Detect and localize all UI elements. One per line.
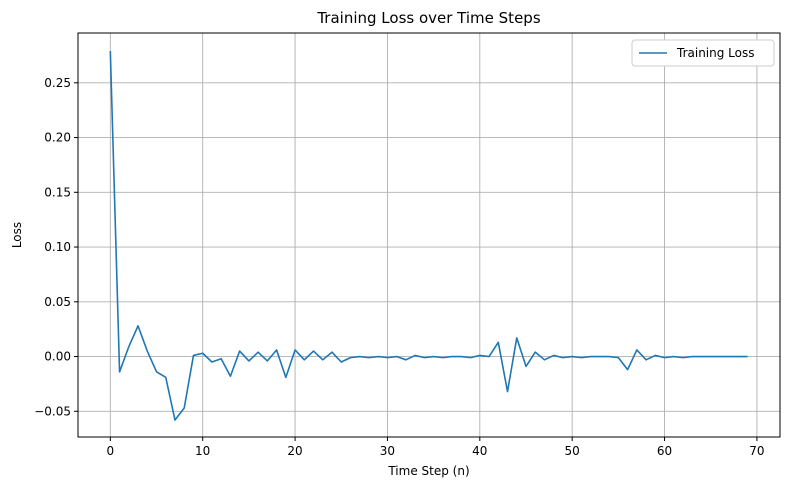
- grid-lines: [78, 33, 780, 437]
- x-tick-label: 70: [749, 444, 764, 458]
- y-tick-label: 0.20: [44, 131, 71, 145]
- x-tick-label: 40: [472, 444, 487, 458]
- y-tick-label: 0.10: [44, 240, 71, 254]
- x-tick-label: 50: [565, 444, 580, 458]
- legend: Training Loss: [631, 39, 775, 67]
- axis-ticks: 0 10 20 30 40 50 60 70 −0.05 0.00 0.05 0.10 0.15 0.20…: [34, 76, 764, 458]
- x-tick-label: 20: [287, 444, 302, 458]
- x-tick-label: 60: [657, 444, 672, 458]
- x-tick-label: 0: [107, 444, 115, 458]
- series-line-training-loss: [109, 51, 748, 421]
- y-tick-label: 0.25: [44, 76, 71, 90]
- legend-box: [631, 39, 775, 67]
- y-axis-label: Loss: [10, 222, 24, 248]
- series-layer: [109, 51, 748, 421]
- y-tick-label: −0.05: [34, 404, 71, 418]
- y-tick-label: 0.00: [44, 350, 71, 364]
- y-tick-label: 0.05: [44, 295, 71, 309]
- plot-frame: [77, 32, 781, 438]
- x-tick-label: 30: [380, 444, 395, 458]
- y-tick-label: 0.15: [44, 185, 71, 199]
- x-tick-label: 10: [195, 444, 210, 458]
- x-axis-label: Time Step (n): [387, 464, 469, 478]
- chart-title: Training Loss over Time Steps: [316, 9, 540, 27]
- legend-label: Training Loss: [676, 46, 754, 60]
